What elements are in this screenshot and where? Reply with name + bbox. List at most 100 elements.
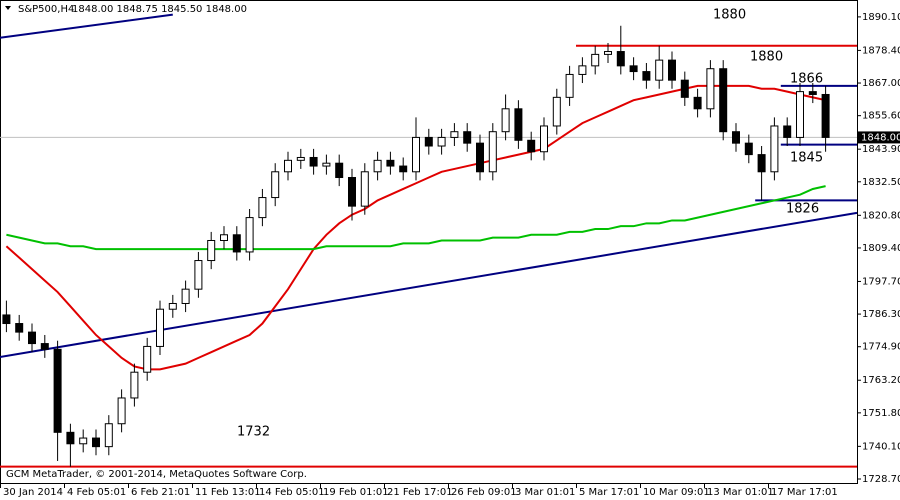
candle-body bbox=[271, 171, 280, 199]
x-tick-label: 19 Feb 01:01 bbox=[323, 487, 389, 498]
x-tick-label: 6 Feb 21:01 bbox=[131, 487, 190, 498]
current-price-label: 1848.00 bbox=[861, 132, 900, 143]
candle-body bbox=[143, 345, 152, 373]
annotation: 1866 bbox=[790, 72, 823, 87]
y-tick-label: 1832.50 bbox=[862, 177, 900, 188]
candle-body bbox=[693, 96, 702, 110]
candle-body bbox=[168, 302, 177, 310]
x-tick-label: 4 Feb 05:01 bbox=[67, 487, 126, 498]
candle-body bbox=[668, 59, 676, 81]
annotation: 1880 bbox=[713, 8, 746, 23]
candle-body bbox=[258, 197, 267, 219]
annotation: 1880 bbox=[750, 50, 783, 65]
x-tick-label: 26 Feb 09:01 bbox=[451, 487, 517, 498]
candle-body bbox=[245, 217, 254, 253]
candle-body bbox=[808, 91, 817, 95]
annotation: 1826 bbox=[786, 202, 819, 217]
candle-body bbox=[591, 53, 600, 67]
y-tick-label: 1763.20 bbox=[862, 375, 900, 386]
plot-frame bbox=[0, 0, 858, 484]
candle-body bbox=[450, 131, 459, 138]
candle-body bbox=[783, 125, 792, 138]
candle-body bbox=[181, 288, 190, 304]
candle-body bbox=[66, 431, 75, 445]
chart-ohlc: 1848.00 1848.75 1845.50 1848.00 bbox=[72, 4, 247, 15]
candle-body bbox=[629, 65, 638, 73]
y-tick-label: 1728.70 bbox=[862, 474, 900, 485]
y-tick-label: 1809.40 bbox=[862, 243, 900, 254]
candle-body bbox=[104, 423, 113, 448]
x-tick-label: 13 Mar 01:01 bbox=[707, 487, 774, 498]
candle-body bbox=[2, 314, 11, 325]
candle-body bbox=[770, 125, 779, 173]
candle-body bbox=[53, 348, 62, 433]
candle-body bbox=[680, 79, 689, 98]
candle-body bbox=[604, 51, 612, 55]
candle-body bbox=[92, 437, 100, 448]
candle-body bbox=[501, 108, 510, 133]
candle-body bbox=[40, 343, 49, 350]
trendline bbox=[0, 211, 858, 358]
candle-body bbox=[642, 71, 651, 81]
candle-body bbox=[322, 162, 331, 167]
candle-body bbox=[488, 131, 497, 173]
candle-body bbox=[373, 159, 382, 173]
candle-body bbox=[424, 136, 433, 147]
candle-body bbox=[296, 156, 305, 161]
candle-body bbox=[220, 234, 228, 241]
candle-body bbox=[744, 142, 753, 156]
y-tick-label: 1855.60 bbox=[862, 111, 900, 122]
candle-body bbox=[578, 65, 587, 75]
candle-body bbox=[412, 136, 420, 173]
collapse-icon bbox=[5, 6, 11, 10]
moving-average bbox=[6, 185, 826, 251]
candle-body bbox=[360, 171, 369, 207]
candle-body bbox=[552, 96, 561, 127]
candle-body bbox=[476, 142, 484, 173]
x-tick-label: 11 Feb 13:01 bbox=[195, 487, 261, 498]
candle-body bbox=[309, 156, 318, 167]
price-box bbox=[858, 131, 900, 144]
y-tick-label: 1890.10 bbox=[862, 12, 900, 23]
candle-body bbox=[821, 93, 830, 138]
annotation: 1732 bbox=[237, 425, 270, 440]
candle-body bbox=[156, 308, 164, 347]
candle-body bbox=[232, 234, 241, 253]
candle-body bbox=[386, 159, 395, 167]
candle-body bbox=[79, 437, 88, 445]
candle-body bbox=[335, 162, 344, 179]
annotation: 1845 bbox=[790, 151, 823, 166]
candle-body bbox=[15, 323, 24, 333]
x-tick-label: 30 Jan 2014 bbox=[3, 487, 63, 498]
candle-body bbox=[437, 136, 446, 147]
candle-body bbox=[284, 159, 292, 173]
y-tick-label: 1740.10 bbox=[862, 441, 900, 452]
candle-body bbox=[28, 331, 36, 345]
candle-body bbox=[796, 91, 804, 138]
x-tick-label: 21 Feb 17:01 bbox=[387, 487, 453, 498]
candle-body bbox=[757, 154, 766, 173]
chart-title: S&P500,H4 bbox=[18, 4, 74, 15]
x-tick-label: 10 Mar 09:01 bbox=[643, 487, 710, 498]
candle-body bbox=[732, 131, 740, 144]
candle-body bbox=[514, 108, 523, 141]
candle-body bbox=[117, 397, 126, 425]
candle-body bbox=[399, 165, 408, 173]
candle-body bbox=[527, 139, 536, 153]
candle-body bbox=[194, 260, 203, 290]
candle-body bbox=[719, 68, 728, 133]
y-tick-label: 1786.30 bbox=[862, 309, 900, 320]
candle-body bbox=[463, 131, 472, 144]
candle-body bbox=[565, 73, 574, 98]
candle-body bbox=[540, 125, 548, 153]
x-tick-label: 3 Mar 01:01 bbox=[515, 487, 575, 498]
x-tick-label: 14 Feb 05:01 bbox=[259, 487, 325, 498]
y-tick-label: 1867.00 bbox=[862, 78, 900, 89]
trendline bbox=[0, 13, 173, 39]
y-tick-label: 1797.70 bbox=[862, 276, 900, 287]
candle-body bbox=[706, 68, 715, 110]
candle-body bbox=[616, 51, 625, 67]
candle-body bbox=[130, 371, 139, 399]
candle-body bbox=[207, 239, 216, 262]
